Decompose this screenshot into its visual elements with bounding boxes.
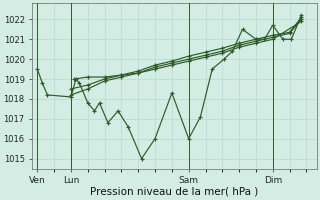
X-axis label: Pression niveau de la mer( hPa ): Pression niveau de la mer( hPa ) (90, 187, 259, 197)
